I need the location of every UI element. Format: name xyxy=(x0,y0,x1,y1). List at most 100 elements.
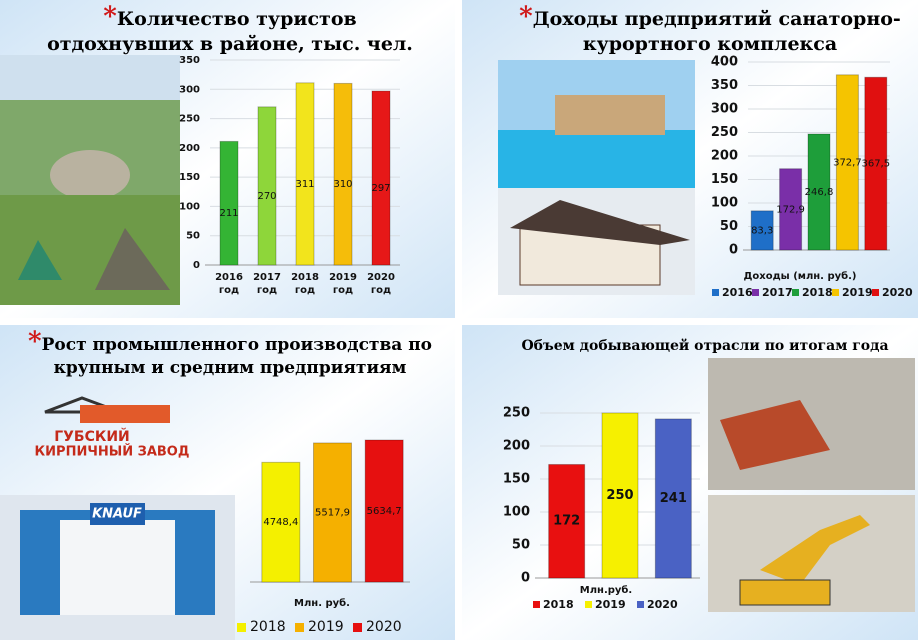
bar xyxy=(864,76,888,251)
legend-swatch xyxy=(752,289,759,296)
legend-label: 2020 xyxy=(647,598,678,611)
data-label: 311 xyxy=(295,179,314,190)
y-tick-label: 200 xyxy=(711,149,738,164)
x-tick-label: 2018 год xyxy=(291,272,319,296)
data-label: 241 xyxy=(660,491,687,506)
legend-swatch xyxy=(295,623,304,632)
y-tick-label: 0 xyxy=(729,243,738,258)
photo-tent xyxy=(18,240,62,280)
y-tick-label: 0 xyxy=(521,571,530,586)
logo-bricks xyxy=(80,405,170,423)
photo-tent xyxy=(95,228,170,290)
y-tick-label: 250 xyxy=(711,125,738,140)
bar xyxy=(219,140,239,266)
chart-title: *Рост промышленного производства по круп… xyxy=(20,327,440,379)
data-label: 83,3 xyxy=(751,225,773,236)
legend-swatch xyxy=(712,289,719,296)
data-label: 310 xyxy=(333,179,352,190)
legend-label: 2017 xyxy=(762,286,793,299)
x-axis-label: Млн.руб. xyxy=(580,584,632,596)
bar xyxy=(295,82,315,266)
y-tick-label: 200 xyxy=(503,439,530,454)
photo-roof xyxy=(510,200,690,245)
bar xyxy=(835,74,859,251)
x-tick-label: 2020 год xyxy=(367,272,395,296)
legend-swatch xyxy=(832,289,839,296)
legend-swatch xyxy=(637,601,644,608)
bar xyxy=(257,106,277,266)
y-tick-label: 350 xyxy=(179,55,200,66)
bar xyxy=(261,461,301,583)
chart-title: Объем добывающей отрасли по итогам года xyxy=(500,338,910,355)
data-label: 211 xyxy=(219,208,238,219)
data-label: 5517,9 xyxy=(315,507,350,518)
legend-swatch xyxy=(533,601,540,608)
bar xyxy=(313,442,352,583)
bar xyxy=(654,418,692,579)
data-label: 372,7 xyxy=(833,157,862,168)
photo-rock xyxy=(50,150,130,200)
legend-label: 2019 xyxy=(595,598,626,611)
legend-swatch xyxy=(585,601,592,608)
data-label: 172 xyxy=(553,514,580,529)
title-mark: * xyxy=(519,2,533,32)
y-tick-label: 400 xyxy=(711,55,738,70)
legend-swatch xyxy=(792,289,799,296)
photo-sky xyxy=(0,55,180,100)
x-axis-label: Млн. руб. xyxy=(294,597,350,609)
y-tick-label: 300 xyxy=(711,102,738,117)
title-text: Объем добывающей отрасли по итогам года xyxy=(521,338,889,354)
y-tick-label: 50 xyxy=(720,219,738,234)
booth-logo xyxy=(90,503,145,525)
legend-label: 2020 xyxy=(882,286,913,299)
title-text: Доходы предприятий санаторно-курортного … xyxy=(532,8,901,56)
bar xyxy=(601,412,639,579)
data-label: 246,8 xyxy=(805,187,834,198)
y-tick-label: 350 xyxy=(711,78,738,93)
photo-excavator xyxy=(739,579,831,606)
chart-title: *Доходы предприятий санаторно-курортного… xyxy=(510,2,910,56)
legend-label: 2020 xyxy=(366,619,402,635)
y-tick-label: 100 xyxy=(711,196,738,211)
data-label: 367,5 xyxy=(861,159,890,170)
data-label: 172,9 xyxy=(776,204,805,215)
y-tick-label: 50 xyxy=(512,538,530,553)
legend-label: 2018 xyxy=(543,598,574,611)
y-tick-label: 150 xyxy=(711,172,738,187)
legend-label: 2018 xyxy=(250,619,286,635)
y-tick-label: 150 xyxy=(503,472,530,487)
photo-excavator xyxy=(760,515,870,585)
title-mark: * xyxy=(103,2,117,32)
y-tick-label: 100 xyxy=(503,505,530,520)
y-tick-label: 100 xyxy=(179,201,200,212)
x-tick-label: 2016 год xyxy=(215,272,243,296)
y-tick-label: 0 xyxy=(193,260,200,271)
legend-label: 2019 xyxy=(842,286,873,299)
bar xyxy=(750,210,774,251)
photo-crusher xyxy=(720,400,830,470)
y-tick-label: 150 xyxy=(179,172,200,183)
title-mark: * xyxy=(27,327,42,357)
legend-swatch xyxy=(353,623,362,632)
y-tick-label: 50 xyxy=(186,231,200,242)
bar xyxy=(548,463,586,579)
bar xyxy=(371,90,391,266)
legend-swatch xyxy=(872,289,879,296)
bar xyxy=(779,168,803,251)
y-tick-label: 250 xyxy=(503,406,530,421)
legend-swatch xyxy=(237,623,246,632)
data-label: 250 xyxy=(606,488,633,503)
legend-label: 2019 xyxy=(308,619,344,635)
data-label: 4748,4 xyxy=(263,517,298,528)
title-text: Количество туристов отдохнувших в районе… xyxy=(47,8,413,56)
photo-building xyxy=(555,95,665,135)
data-label: 5634,7 xyxy=(367,506,402,517)
x-axis-label: Доходы (млн. руб.) xyxy=(744,270,857,282)
booth-brand: KNAUF xyxy=(92,507,142,522)
y-tick-label: 200 xyxy=(179,143,200,154)
x-tick-label: 2017 год xyxy=(253,272,281,296)
bar xyxy=(333,82,353,266)
title-text: Рост промышленного производства по крупн… xyxy=(41,335,432,379)
